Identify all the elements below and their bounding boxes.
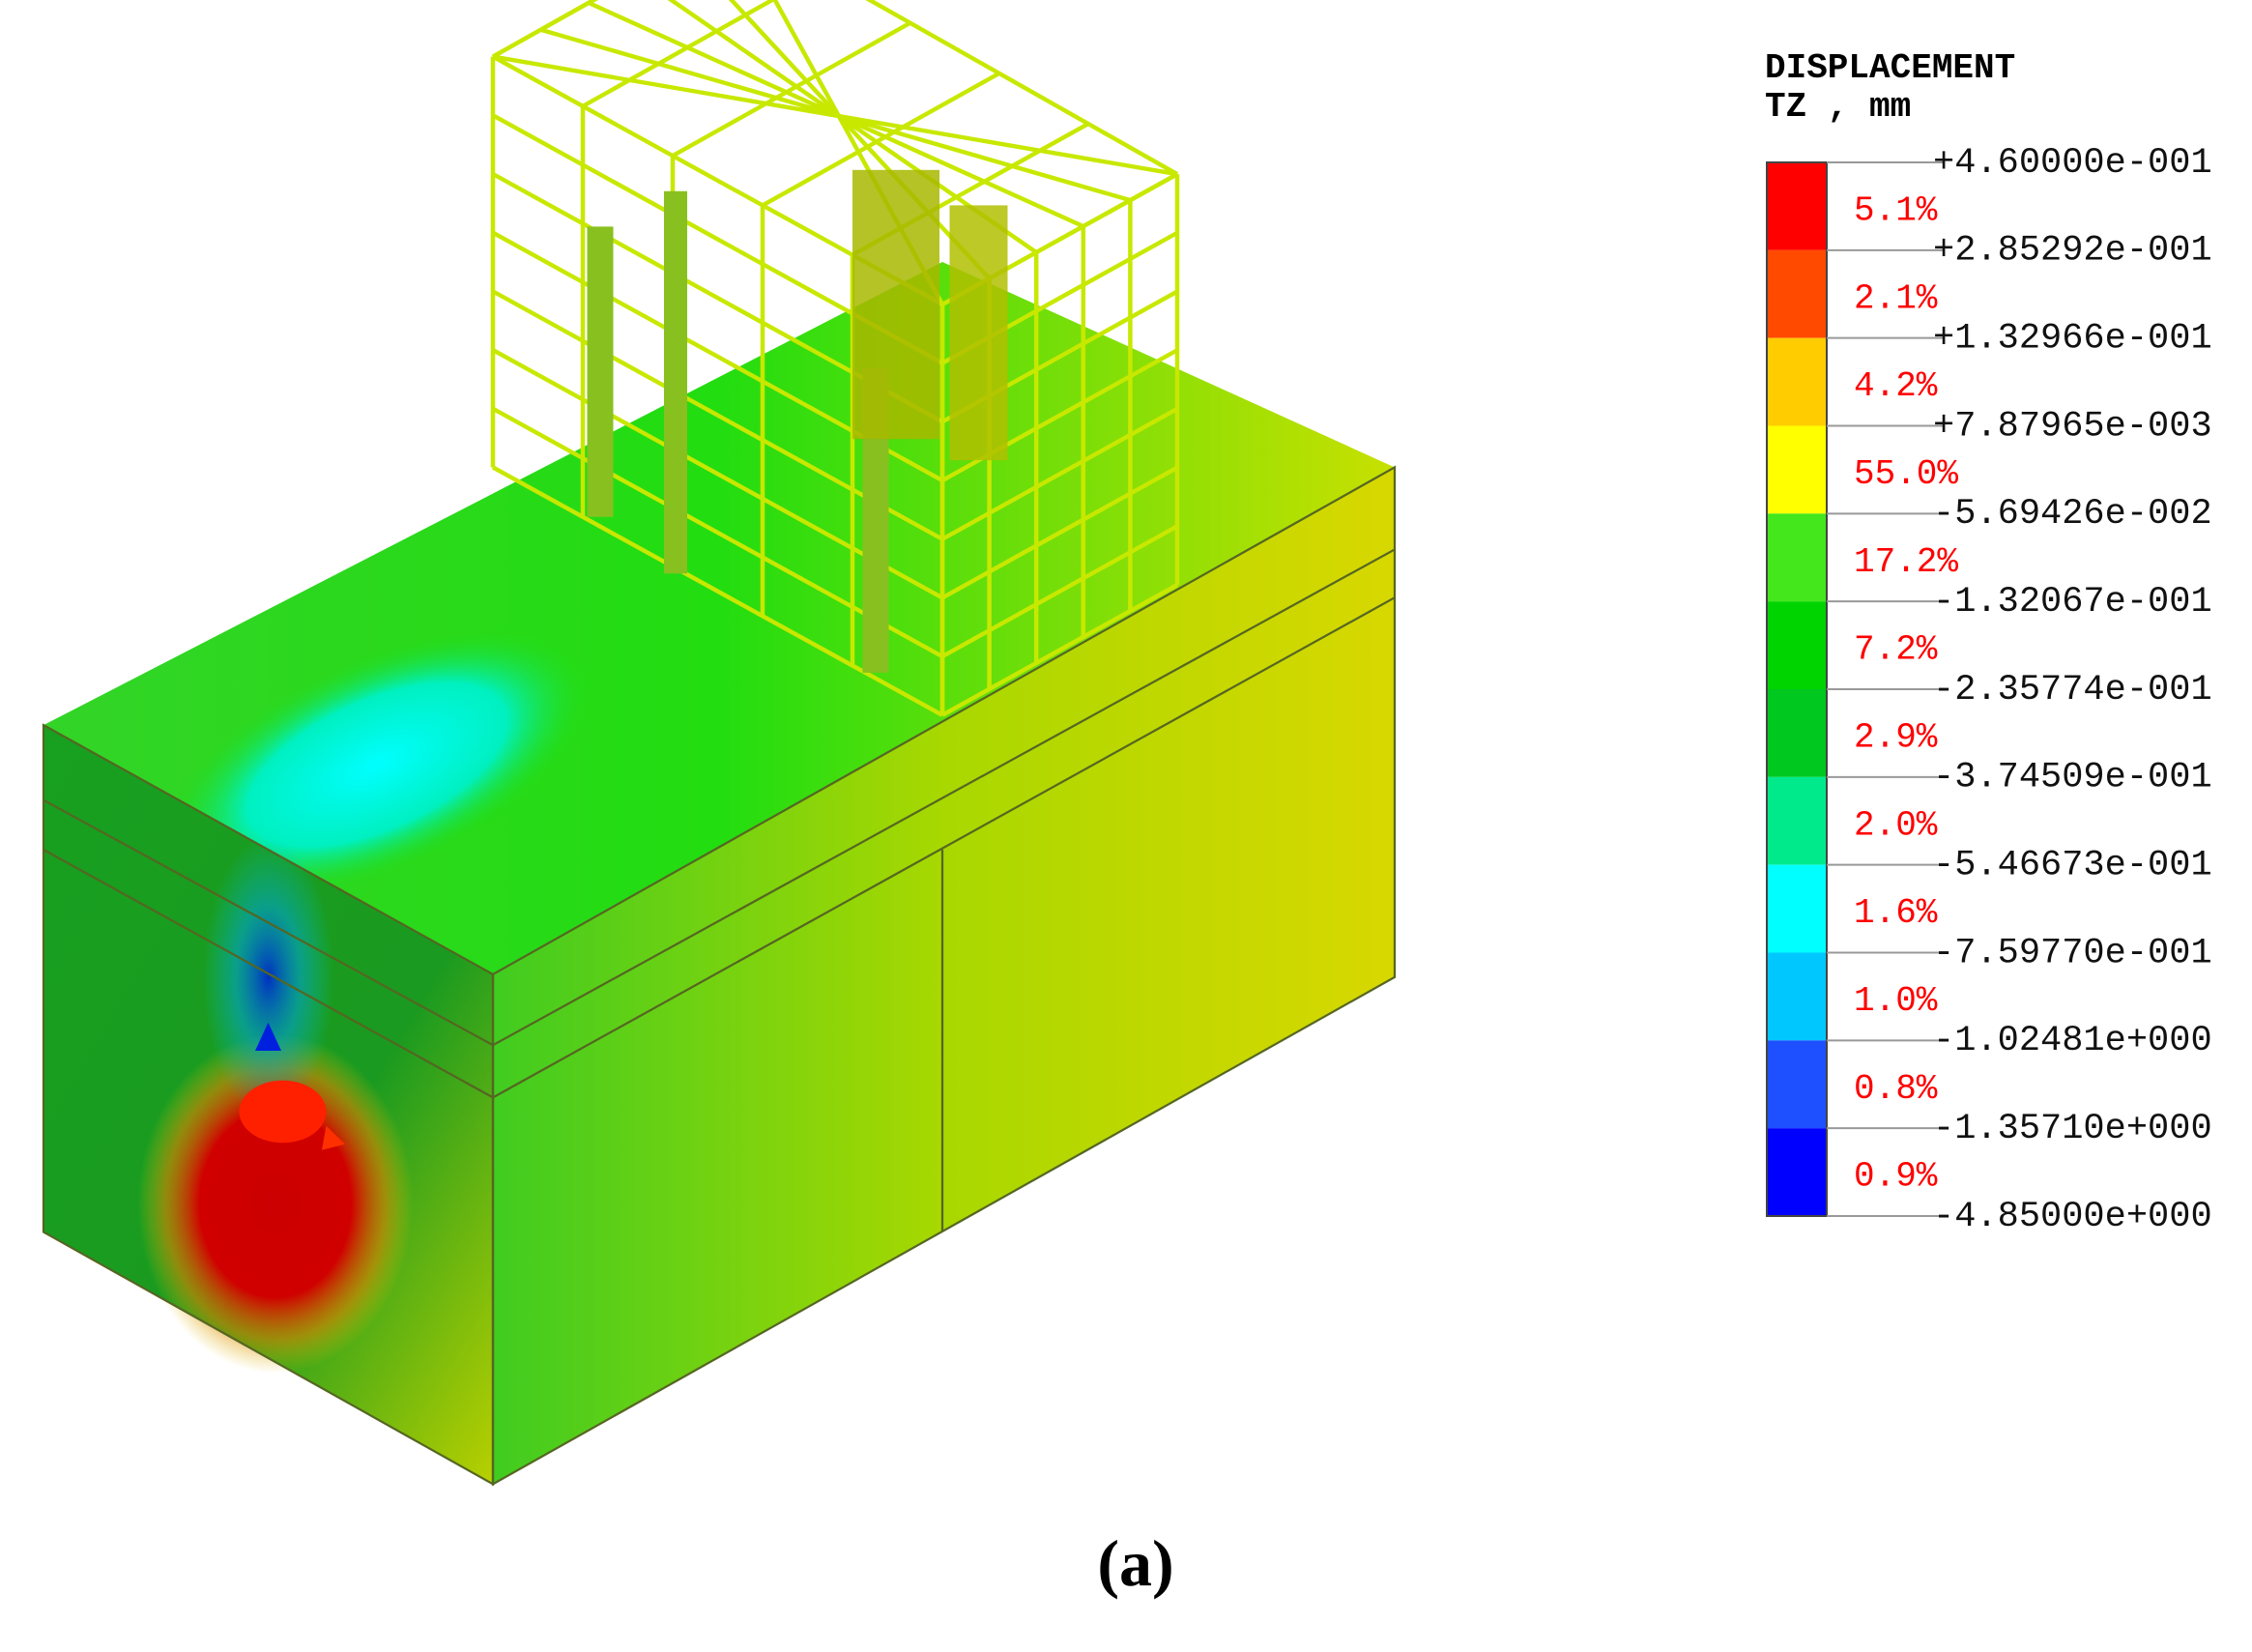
legend-percent: 55.0% [1854,454,1958,494]
legend-level: -5.69426e-002 [1933,494,2212,535]
legend-level: -4.85000e+000 [1933,1197,2212,1237]
legend-level: +7.87965e-003 [1933,406,2212,447]
legend-band [1767,864,1827,953]
frame-line [671,20,911,159]
legend-band [1767,513,1827,602]
axis-icon-arrow [322,1125,345,1150]
legend-level: -7.59770e-001 [1933,933,2212,973]
frame-line [491,465,944,717]
frame-line [491,0,598,59]
legend-level: -1.35710e+000 [1933,1109,2212,1149]
legend: DISPLACEMENT TZ , mm 5.1% 2.1% 4.2% 55.0% 17… [1765,48,2212,1237]
frame-line [940,583,1179,717]
legend-level: +1.32966e-001 [1933,318,2212,359]
legend-percent: 7.2% [1854,630,1938,670]
legend-level: -1.02481e+000 [1933,1021,2212,1061]
legend-percent: 1.6% [1854,893,1938,933]
frame-line [761,71,1000,208]
legend-band [1767,1040,1827,1129]
legend-band [1767,601,1827,689]
edges [42,465,1397,1487]
legend-percent: 2.9% [1854,717,1938,757]
legend-level: -5.46673e-001 [1933,845,2212,885]
frame-line [940,524,1179,659]
frame-line [865,0,1179,177]
legend-title: DISPLACEMENT [1765,48,2015,88]
legend-percent: 0.8% [1854,1069,1938,1109]
legend-level: -2.35774e-001 [1933,670,2212,710]
frame-line [940,407,1179,541]
legend-band [1767,425,1827,514]
legend-band [1767,337,1827,426]
legend-level: -1.32067e-001 [1933,582,2212,623]
axis-icon-ring [239,1080,327,1144]
legend-percent: 2.1% [1854,278,1938,318]
front-contour [137,1033,414,1375]
legend-level: -3.74509e-001 [1933,758,2212,798]
top-contour [161,628,592,901]
front-contour-blue [203,835,333,1119]
legend-band [1767,249,1827,338]
frame-line [940,465,1179,600]
legend-level: +4.60000e-001 [1933,143,2212,184]
frame-line [492,54,1178,177]
legend-band [1767,162,1827,250]
columns [587,169,1008,673]
model [42,0,1397,1487]
legend-percent: 2.0% [1854,805,1938,845]
axis-icon [255,1022,281,1052]
legend-subtitle: TZ , mm [1765,87,1911,127]
legend-band [1767,689,1827,777]
legend-percent: 0.9% [1854,1157,1938,1197]
legend-band [1767,952,1827,1041]
legend-percent: 1.0% [1854,981,1938,1021]
frame-line [581,0,777,108]
legend-band [1767,1128,1827,1216]
legend-percent: 4.2% [1854,366,1938,406]
legend-level: +2.85292e-001 [1933,231,2212,272]
legend-percent: 5.1% [1854,190,1938,230]
frame-line [491,0,598,59]
legend-percent: 17.2% [1854,542,1958,582]
caption: (a) [1097,1526,1173,1600]
legend-band [1767,776,1827,865]
